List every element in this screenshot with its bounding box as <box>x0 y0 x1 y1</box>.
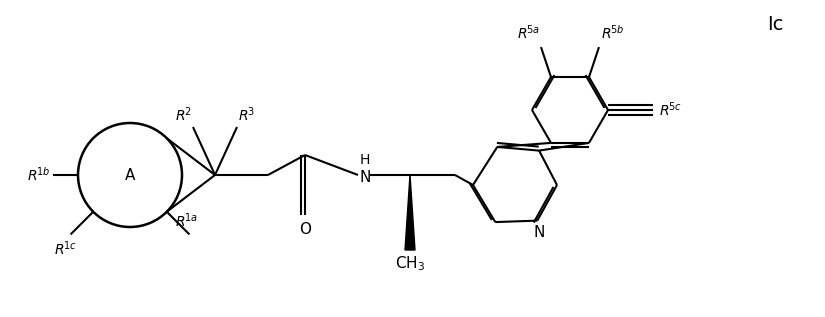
Text: N: N <box>534 225 545 240</box>
Text: R$^{1c}$: R$^{1c}$ <box>54 239 78 258</box>
Text: R$^{5c}$: R$^{5c}$ <box>659 101 682 119</box>
Polygon shape <box>405 175 415 250</box>
Text: R$^{5a}$: R$^{5a}$ <box>517 24 540 42</box>
Text: O: O <box>299 222 311 236</box>
Text: A: A <box>125 167 135 183</box>
Text: Ic: Ic <box>766 16 783 35</box>
Text: R$^{1b}$: R$^{1b}$ <box>27 166 51 184</box>
Text: R$^{5b}$: R$^{5b}$ <box>601 24 625 42</box>
Text: R$^{3}$: R$^{3}$ <box>238 106 256 124</box>
Text: N: N <box>360 170 370 184</box>
Text: H: H <box>360 153 370 167</box>
Text: R$^{1a}$: R$^{1a}$ <box>175 211 198 230</box>
Text: R$^{2}$: R$^{2}$ <box>175 106 191 124</box>
Text: CH$_3$: CH$_3$ <box>395 255 425 273</box>
